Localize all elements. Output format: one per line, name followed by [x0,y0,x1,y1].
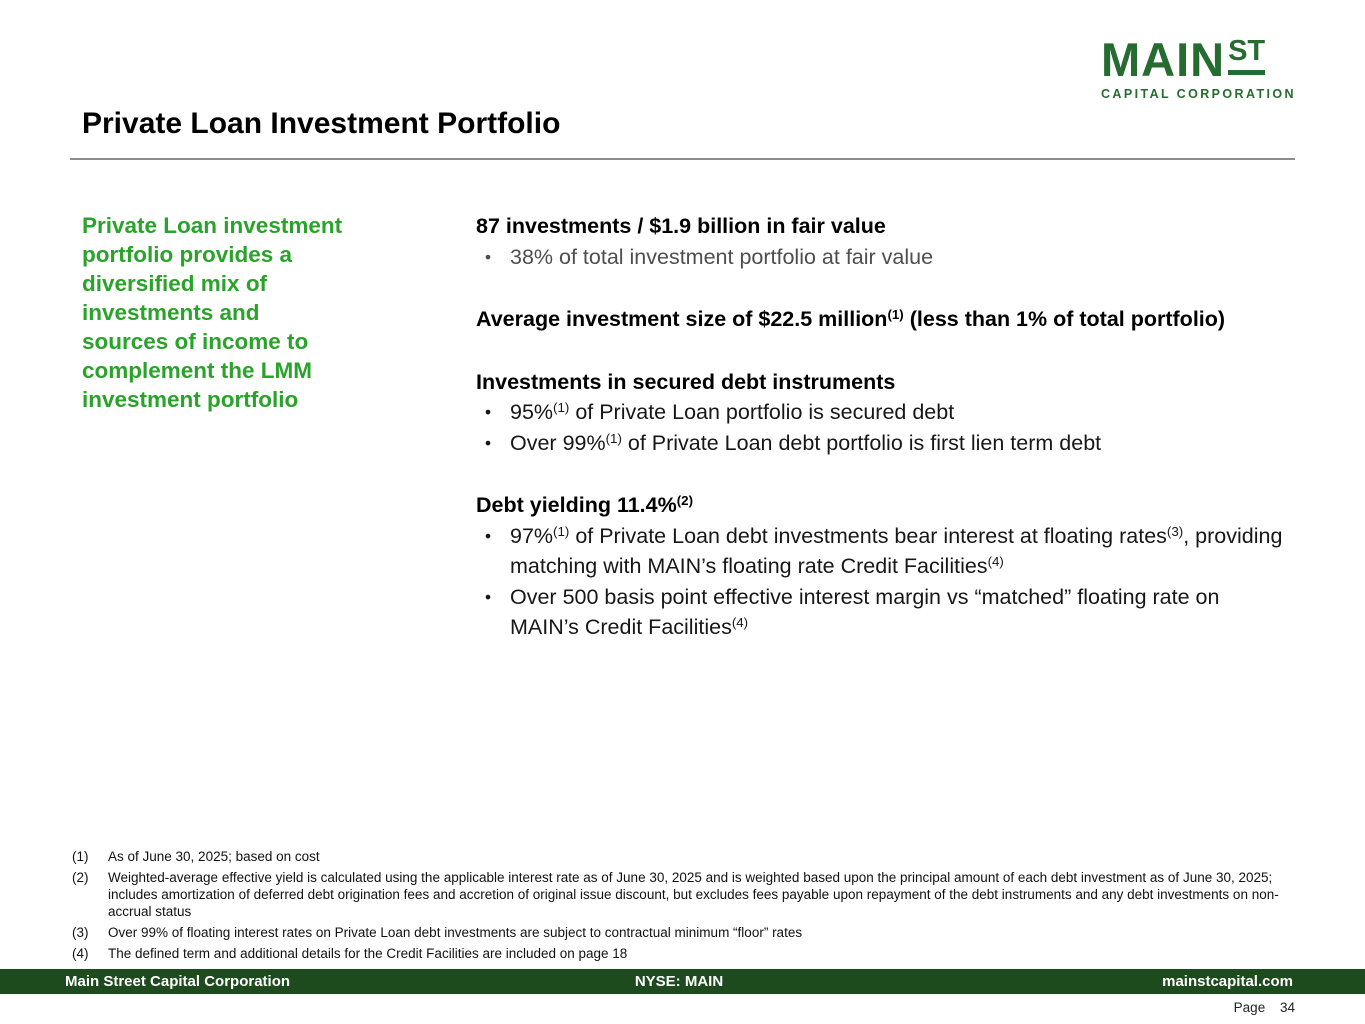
bullet-item: • 95%(1) of Private Loan portfolio is sec… [476,397,1288,428]
logo: MAIN ST CAPITAL CORPORATION [1101,36,1296,101]
footnote-number: (1) [72,849,89,864]
content-section: Debt yielding 11.4%(2) • 97%(1) of Private… [476,490,1288,643]
footnote-number: (3) [72,925,89,940]
side-note-line: investments and [82,300,260,325]
side-note-line: sources of income to [82,329,309,354]
text-run: Investments in secured debt instruments [476,369,896,394]
superscript-ref: (1) [553,523,570,539]
superscript-ref: (4) [731,615,749,631]
section-heading: Average investment size of $22.5 million… [476,304,1288,335]
footnote-text: As of June 30, 2025; based on cost [108,849,320,864]
bullet-marker: • [485,525,492,546]
superscript-ref: (3) [1166,523,1184,539]
text-run: 38% of total investment portfolio at fai… [510,244,934,269]
logo-st-text: ST [1228,37,1266,75]
page-number: Page 34 [1234,1000,1295,1015]
footnote-number: (4) [72,946,89,961]
footnote-text: Over 99% of floating interest rates on P… [108,925,803,940]
footer-company: Main Street Capital Corporation [65,973,291,990]
bullet-marker: • [485,586,492,607]
superscript-ref: (2) [676,493,694,509]
text-run: Average investment size of $22.5 million [476,307,888,331]
bullet-text: 97%(1) of Private Loan debt investments … [510,521,1288,582]
footnote-number: (2) [72,870,89,885]
text-run: , providing matching with MAIN’s floatin… [510,523,1283,579]
text-run: 95% [510,400,554,424]
bullet-item: • 97%(1) of Private Loan debt investments… [476,521,1288,582]
footnote-item: (2) Weighted-average effective yield is c… [72,869,1295,920]
side-note-line: complement the LMM [82,358,313,383]
text-run: 97% [510,523,554,548]
logo-subtitle: CAPITAL CORPORATION [1101,87,1296,101]
footnote-item: (3) Over 99% of floating interest rates o… [72,924,1295,941]
superscript-ref: (4) [987,554,1004,570]
bullet-item: • Over 99%(1) of Private Loan debt portfo… [476,428,1288,459]
page-value: 34 [1279,1000,1295,1015]
content-sections: 87 investments / $1.9 billion in fair va… [476,211,1288,675]
side-note: Private Loan investment portfolio provide… [82,211,427,414]
superscript-ref: (1) [553,400,570,416]
superscript-ref: (1) [605,430,622,446]
bullet-marker: • [485,402,492,422]
text-run: (less than 1% of total portfolio) [903,307,1226,331]
footnote-text: Weighted-average effective yield is calc… [108,870,1279,919]
footnotes: (1) As of June 30, 2025; based on cost (2)… [72,848,1295,966]
content-section: 87 investments / $1.9 billion in fair va… [476,211,1288,272]
logo-main-text: MAIN [1101,33,1226,86]
bullet-text: 95%(1) of Private Loan portfolio is secu… [510,397,1288,428]
text-run: of Private Loan portfolio is secured deb… [569,400,955,424]
logo-wordmark: MAIN ST [1101,36,1296,83]
footnote-item: (4) The defined term and additional detai… [72,945,1295,962]
bullet-marker: • [485,432,492,453]
bullet-item: • Over 500 basis point effective interest… [476,582,1288,643]
bullet-text: 38% of total investment portfolio at fai… [510,242,1288,273]
content-section: Investments in secured debt instruments •… [476,367,1288,459]
bullet-item: • 38% of total investment portfolio at fa… [476,242,1288,273]
section-heading: Investments in secured debt instruments [476,367,1288,398]
side-note-line: portfolio provides a [82,242,293,267]
section-heading: 87 investments / $1.9 billion in fair va… [476,211,1288,242]
page-label: Page [1233,1000,1266,1015]
text-run: Over 99% [510,430,606,455]
bullet-marker: • [485,246,492,267]
footer-bar: Main Street Capital Corporation NYSE: MA… [0,969,1365,994]
text-run: Over 500 basis point effective interest … [510,584,1220,640]
footer-ticker: NYSE: MAIN [634,973,724,990]
text-run: of Private Loan debt portfolio is first … [621,430,1102,455]
footnote-text: The defined term and additional details … [108,946,628,961]
title-divider [70,158,1295,160]
bullet-text: Over 99%(1) of Private Loan debt portfol… [510,428,1288,459]
text-run: 87 investments / $1.9 billion in fair va… [476,214,886,238]
text-run: of Private Loan debt investments bear in… [569,523,1167,548]
text-run: Debt yielding 11.4% [476,493,677,517]
content-section: Average investment size of $22.5 million… [476,304,1288,335]
page-title: Private Loan Investment Portfolio [82,107,561,140]
side-note-line: investment portfolio [82,387,299,412]
superscript-ref: (1) [887,307,904,323]
side-note-line: diversified mix of [82,271,268,296]
section-heading: Debt yielding 11.4%(2) [476,490,1288,521]
footnote-item: (1) As of June 30, 2025; based on cost [72,848,1295,865]
footer-website: mainstcapital.com [1162,973,1293,990]
side-note-line: Private Loan investment [82,213,343,238]
bullet-text: Over 500 basis point effective interest … [510,582,1288,643]
